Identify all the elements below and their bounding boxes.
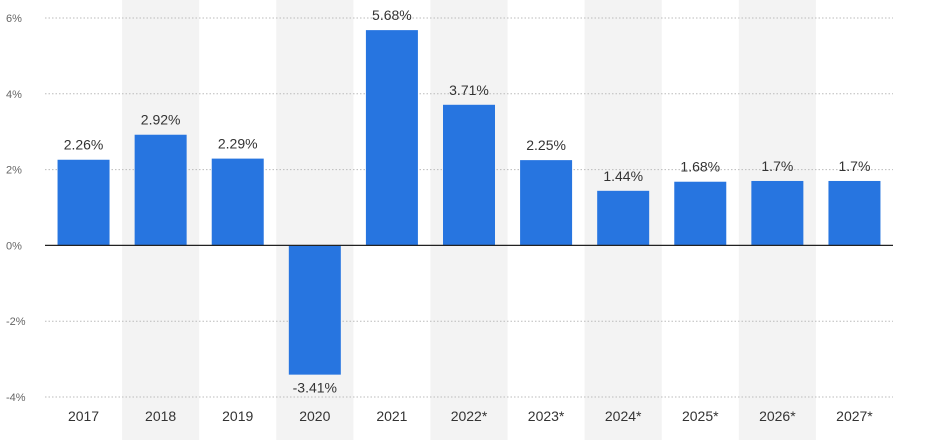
data-label: 1.68%: [680, 159, 720, 175]
data-label: 2.29%: [218, 136, 258, 152]
bar-2026: [751, 180, 804, 246]
x-tick-label: 2019: [222, 408, 253, 424]
x-tick-label: 2017: [68, 408, 99, 424]
bar-2021: [365, 30, 418, 246]
bar-2018: [134, 134, 187, 246]
y-tick-label: 0%: [6, 240, 22, 252]
x-tick-label: 2027*: [836, 408, 873, 424]
x-tick-label: 2022*: [451, 408, 488, 424]
x-tick-label: 2021: [376, 408, 407, 424]
x-tick-label: 2018: [145, 408, 176, 424]
bar-2023: [520, 160, 573, 246]
y-tick-label: -4%: [6, 392, 26, 404]
bar-2022: [443, 104, 495, 246]
y-tick-label: 4%: [6, 89, 22, 101]
bar-2025: [674, 181, 727, 246]
data-label: -3.41%: [293, 380, 337, 396]
y-tick-label: 2%: [6, 165, 22, 177]
data-label: 1.7%: [761, 158, 793, 174]
data-label: 1.7%: [838, 158, 870, 174]
bar-2024: [597, 190, 650, 246]
data-label: 5.68%: [372, 7, 412, 23]
data-label: 1.44%: [603, 168, 643, 184]
bar-2027: [828, 180, 881, 246]
bar-2017: [57, 159, 110, 246]
data-label: 2.92%: [141, 112, 181, 128]
x-tick-label: 2024*: [605, 408, 642, 424]
bar-2019: [211, 158, 264, 246]
y-tick-label: -2%: [6, 316, 26, 328]
bars: [57, 30, 881, 375]
bar-2020: [288, 245, 341, 375]
x-tick-label: 2020: [299, 408, 330, 424]
data-labels: 2.26% 2.92% 2.29% -3.41% 5.68% 3.71% 2.25% 1.44…: [64, 7, 871, 396]
x-tick-label: 2025*: [682, 408, 719, 424]
x-tick-label: 2023*: [528, 408, 565, 424]
data-label: 2.25%: [526, 137, 566, 153]
y-axis-ticks: 6% 4% 2% 0% -2% -4%: [6, 13, 26, 404]
x-axis-ticks: 2017 2018 2019 2020 2021 2022* 2023* 2024* 2025*…: [68, 408, 873, 424]
data-label: 3.71%: [449, 82, 489, 98]
data-label: 2.26%: [64, 137, 104, 153]
x-tick-label: 2026*: [759, 408, 796, 424]
y-tick-label: 6%: [6, 13, 22, 25]
